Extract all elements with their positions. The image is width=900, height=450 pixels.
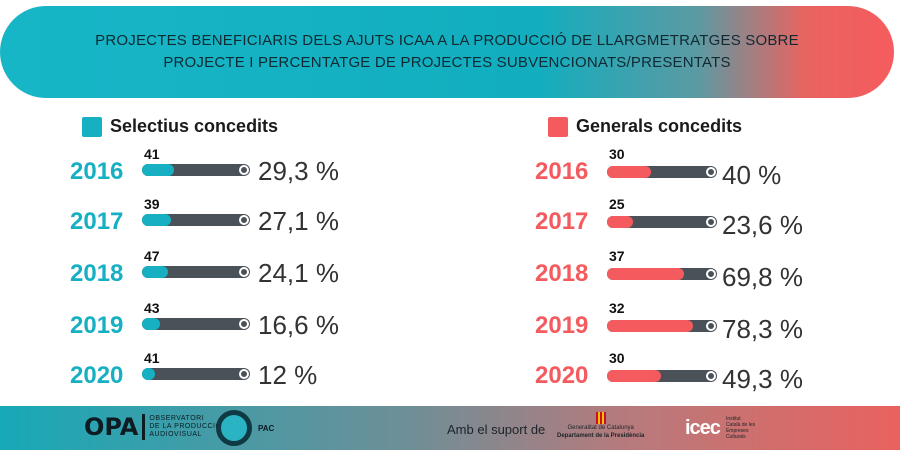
year-label: 2019 [535, 312, 589, 339]
percentage-label: 24,1 % [258, 258, 339, 288]
icec-logo: icec Institut Català de les Empreses Cul… [685, 416, 755, 440]
legend-selectius: Selectius concedits [82, 116, 278, 137]
year-label: 2020 [535, 362, 589, 389]
count-label: 32 [609, 300, 625, 316]
count-label: 43 [144, 300, 160, 316]
pac-logo-text: PAC [258, 423, 275, 433]
opa-sub-line-1: OBSERVATORI [149, 415, 205, 422]
support-text: Amb el suport de [447, 422, 546, 437]
icec-sub-line-3: Empreses [725, 428, 749, 434]
opa-sub-line-2: DE LA PRODUCCIÓ [149, 423, 222, 430]
count-label: 41 [144, 350, 160, 366]
bar-end-marker [239, 215, 249, 225]
year-label: 2017 [70, 208, 124, 235]
percentage-label: 12 % [258, 360, 318, 390]
legend-label-generals: Generals concedits [576, 116, 743, 136]
year-label: 2017 [535, 208, 589, 235]
chart-title-line-2: PROJECTE I PERCENTATGE DE PROJECTES SUBV… [163, 54, 731, 71]
opa-logo-divider [142, 414, 146, 440]
count-label: 25 [609, 196, 625, 212]
icec-sub-line-4: Culturals [725, 434, 746, 440]
bar-end-marker [706, 321, 716, 331]
bar-track [607, 370, 717, 382]
icec-sub-line-2: Català de les [725, 422, 756, 428]
count-label: 41 [144, 146, 160, 162]
bar-track [142, 368, 250, 380]
percentage-label: 27,1 % [258, 206, 339, 236]
gencat-line-1: Generalitat de Catalunya [567, 425, 634, 431]
bar-end-marker [239, 165, 249, 175]
count-label: 39 [144, 196, 160, 212]
legend-swatch-selectius [82, 116, 102, 137]
title-banner: PROJECTES BENEFICIARIS DELS AJUTS ICAA A… [0, 6, 894, 98]
bar-fill [142, 266, 169, 278]
percentage-label: 29,3 % [258, 156, 339, 186]
opa-logo: OPA OBSERVATORI DE LA PRODUCCIÓ AUDIOVIS… [84, 413, 221, 441]
bar-fill [607, 166, 651, 178]
percentage-label: 49,3 % [722, 364, 803, 394]
bar-end-marker [706, 269, 716, 279]
year-label: 2020 [70, 362, 124, 389]
count-label: 30 [609, 350, 625, 366]
bar-track [142, 266, 250, 278]
legend-swatch-generals [548, 116, 568, 137]
bar-track [607, 166, 717, 178]
year-label: 2019 [70, 312, 124, 339]
count-label: 47 [144, 248, 160, 264]
year-label: 2016 [70, 158, 124, 185]
percentage-label: 78,3 % [722, 314, 803, 344]
bar-fill [142, 318, 160, 330]
percentage-label: 16,6 % [258, 310, 339, 340]
opa-sub-line-3: AUDIOVISUAL [149, 431, 202, 438]
bar-fill [607, 320, 694, 332]
bar-track [607, 268, 717, 280]
footer-bar [0, 406, 900, 450]
gencat-text: Generalitat de Catalunya Departament de … [557, 424, 644, 440]
bar-end-marker [706, 217, 716, 227]
pac-logo: PAC [216, 410, 274, 446]
opa-logo-text: OPA [84, 413, 139, 441]
bar-fill [142, 368, 155, 380]
legend-generals: Generals concedits [548, 116, 742, 137]
gencat-logo: Generalitat de Catalunya Departament de … [557, 412, 644, 440]
bar-track [142, 318, 250, 330]
icec-sub-line-1: Institut [725, 416, 741, 422]
year-label: 2016 [535, 158, 589, 185]
count-label: 37 [609, 248, 625, 264]
count-label: 30 [609, 146, 625, 162]
bar-track [607, 320, 717, 332]
bar-fill [142, 214, 172, 226]
bar-fill [142, 164, 174, 176]
year-label: 2018 [535, 260, 589, 287]
percentage-label: 23,6 % [722, 210, 803, 240]
gencat-line-2: Departament de la Presidència [557, 433, 645, 439]
percentage-label: 69,8 % [722, 262, 803, 292]
percentage-label: 40 % [722, 160, 782, 190]
bar-end-marker [706, 371, 716, 381]
bar-fill [607, 216, 633, 228]
bar-track [142, 214, 250, 226]
bar-end-marker [239, 369, 249, 379]
bar-fill [607, 370, 662, 382]
bar-end-marker [239, 319, 249, 329]
chart-title-line-1: PROJECTES BENEFICIARIS DELS AJUTS ICAA A… [95, 32, 799, 49]
bar-track [142, 164, 250, 176]
pac-circle-icon [216, 410, 252, 446]
icec-logo-subtitle: Institut Català de les Empreses Cultural… [726, 416, 755, 440]
opa-logo-subtitle: OBSERVATORI DE LA PRODUCCIÓ AUDIOVISUAL [149, 415, 221, 439]
year-label: 2018 [70, 260, 124, 287]
bar-track [607, 216, 717, 228]
bar-end-marker [706, 167, 716, 177]
bar-fill [607, 268, 684, 280]
gencat-flag-icon [595, 412, 606, 424]
icec-logo-text: icec [685, 416, 721, 439]
legend-label-selectius: Selectius concedits [110, 116, 279, 136]
bar-end-marker [239, 267, 249, 277]
